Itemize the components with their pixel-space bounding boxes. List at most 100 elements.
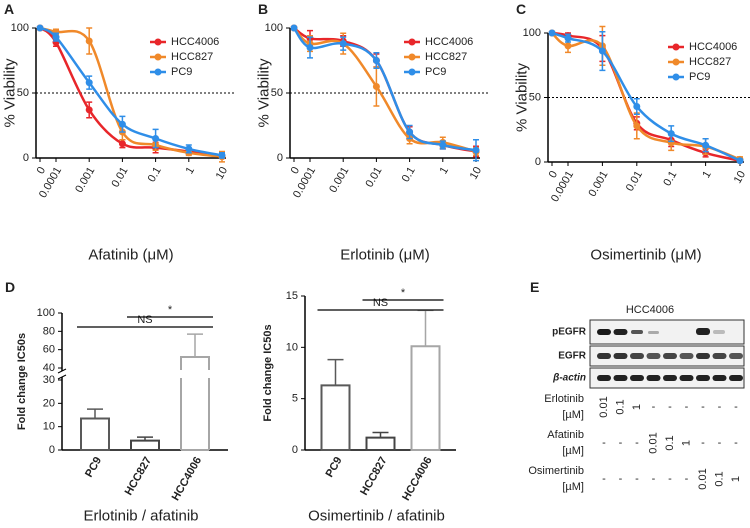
point [36,24,44,32]
point [667,130,675,138]
x-tick-label: 0.001 [73,165,97,195]
dose-label: 0.01 [648,432,660,453]
point [290,24,298,32]
row-label: β-actin [552,373,586,384]
legend-marker [672,73,680,81]
dose-label: - [635,473,639,485]
y-tick-label: 100 [265,22,283,34]
x-tick-label: PC9 [83,455,104,480]
point [598,47,606,55]
point [52,33,60,41]
legend-marker [154,38,162,46]
error-bar [417,309,434,347]
chart-title: Osimertinib / afatinib [308,508,445,525]
cell-line: HCC4006 [626,304,674,316]
row-label: pEGFR [552,327,587,338]
western-blot: E HCC4006 [530,279,745,389]
dose-label: - [718,437,722,449]
point [372,83,380,90]
legend-label: HCC827 [425,51,467,63]
legend-marker [408,38,416,46]
point [702,141,710,149]
significance-label: NS [373,297,388,309]
point [85,37,93,45]
point [472,146,480,154]
x-tick-label: 0.1 [661,169,679,188]
point [185,145,193,153]
point [372,57,380,64]
y-tick-label: 60 [43,344,55,356]
dose-label: - [619,473,623,485]
point [218,151,226,159]
dose-label: 0.01 [598,396,610,417]
x-axis-label: Erlotinib (μM) [340,247,430,264]
dose-label: - [602,437,606,449]
dose-label: - [685,473,689,485]
x-axis-label: Osimertinib (μM) [590,247,701,264]
y-axis-label: % Viability [514,63,531,132]
treatment-unit: [µM] [562,481,584,493]
y-tick-label: 100 [37,307,55,319]
panel-label: E [530,279,539,295]
point [633,122,641,130]
treatment-name: Afatinib [547,429,584,441]
point [85,106,93,114]
error-bar [187,333,203,357]
legend-marker [408,68,416,76]
bar [320,384,351,451]
error-bar [87,408,103,419]
dose-label: 0.1 [714,471,726,486]
y-tick-label: 30 [43,374,55,386]
bar [130,439,160,451]
legend-marker [408,53,416,61]
treatment-name: Erlotinib [544,393,584,405]
dose-label: - [668,473,672,485]
point [564,42,572,50]
bar [365,436,396,451]
x-tick-label: 0.01 [363,165,384,190]
bar [180,356,210,451]
dose-label: - [668,401,672,413]
y-tick-label: 100 [11,22,29,34]
dose-label: - [619,437,623,449]
significance-label: * [168,304,173,316]
y-tick-label: 50 [17,87,29,99]
legend-marker [672,43,680,51]
bands [597,328,743,381]
point [152,135,160,142]
x-tick-label: 0 [289,165,302,176]
legend-label: PC9 [425,66,446,78]
y-tick-label: 40 [43,362,55,374]
point [564,34,572,42]
x-tick-label: 0 [35,165,48,176]
error-bar [137,436,153,441]
y-tick-label: 0 [23,152,29,164]
legend-label: HCC4006 [425,36,473,48]
significance-label: * [401,287,406,299]
dose-label: - [701,401,705,413]
point [406,128,414,136]
dose-label: - [734,401,738,413]
legend-marker [154,53,162,61]
legend-label: PC9 [171,66,192,78]
point [736,157,744,165]
dose-label: - [718,401,722,413]
dose-label: - [602,473,606,485]
y-tick-label: 15 [286,290,298,302]
y-tick-label: 0 [49,444,55,456]
bar [410,345,441,451]
legend-label: HCC4006 [689,41,737,53]
dose-label: - [701,437,705,449]
point [548,29,556,37]
legend-marker [154,68,162,76]
x-tick-label: HCC827 [358,455,389,498]
y-tick-label: 80 [43,325,55,337]
x-tick-label: 0.01 [109,165,130,190]
x-tick-label: 0 [547,169,560,180]
legend-label: PC9 [689,71,710,83]
panel-label: B [258,1,268,17]
y-axis-label: Fold change IC50s [16,333,28,430]
y-tick-label: 50 [271,87,283,99]
y-tick-label: 5 [292,393,298,405]
